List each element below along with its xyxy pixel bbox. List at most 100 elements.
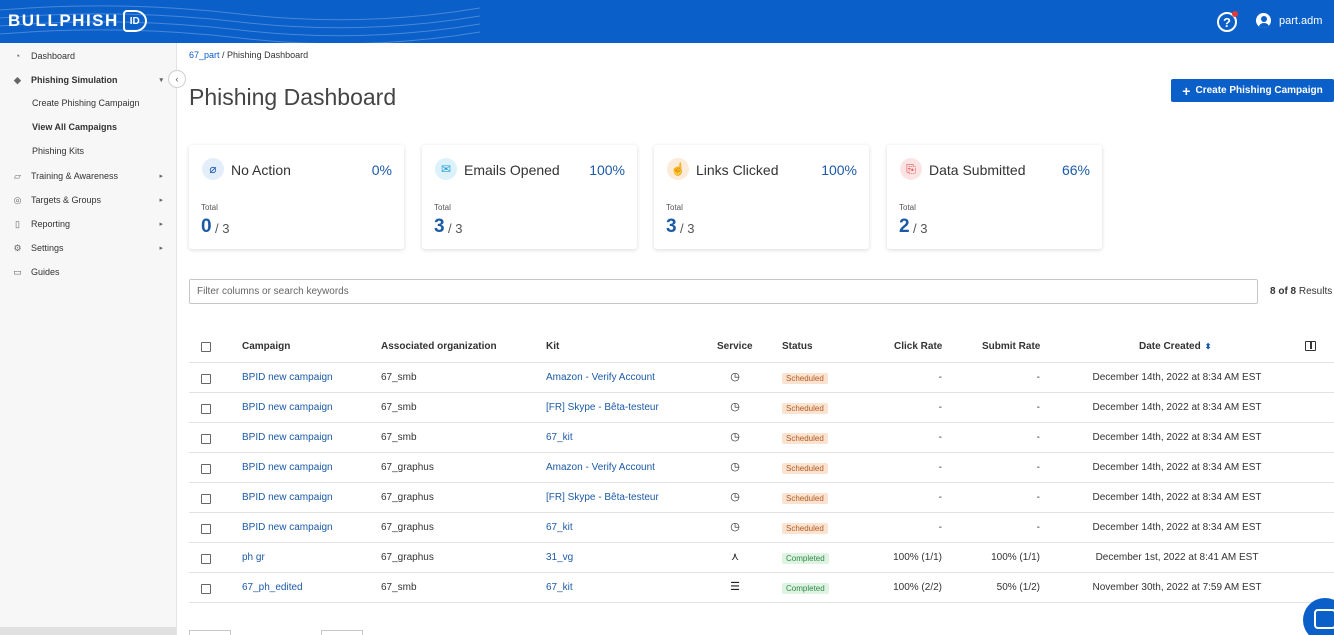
campaign-link[interactable]: BPID new campaign [242,462,333,473]
campaign-link[interactable]: BPID new campaign [242,522,333,533]
campaign-link[interactable]: BPID new campaign [242,432,333,443]
sidebar-item-guides[interactable]: ▭ Guides [0,260,177,284]
date-created-cell: December 14th, 2022 at 8:34 AM EST [1092,432,1262,443]
click-rate-cell: - [938,372,942,383]
stat-title: Links Clicked [696,162,779,178]
sidebar-item-targets[interactable]: ◎ Targets & Groups ▸ [0,188,177,212]
chevron-right-icon: ▸ [159,221,163,228]
stat-percent: 100% [821,162,857,178]
columns-toggle-icon[interactable] [1305,341,1316,351]
row-checkbox[interactable] [201,404,211,414]
status-badge: Scheduled [782,463,828,474]
sidebar-subitem-create-campaign[interactable]: Create Phishing Campaign [32,98,140,108]
campaign-link[interactable]: BPID new campaign [242,372,333,383]
submit-rate-cell: - [1036,492,1040,503]
kit-link[interactable]: 67_kit [546,582,573,593]
submit-rate-cell: - [1036,402,1040,413]
row-checkbox[interactable] [201,554,211,564]
sidebar-item-label: Settings [31,243,64,253]
campaign-link[interactable]: BPID new campaign [242,402,333,413]
organization-cell: 67_smb [381,402,417,413]
sidebar-item-phishing-simulation[interactable]: ◆ Phishing Simulation ▾ [0,68,177,92]
row-checkbox[interactable] [201,584,211,594]
column-header-service[interactable]: Service [717,341,753,352]
sidebar: ◔ Dashboard ◆ Phishing Simulation ▾ Crea… [0,43,177,635]
stat-value: 2 [899,216,910,237]
sidebar-item-dashboard[interactable]: ◔ Dashboard [0,44,177,68]
click-rate-cell: 100% (1/1) [893,552,942,563]
sidebar-subitem-phishing-kits[interactable]: Phishing Kits [32,146,85,156]
stat-title: Data Submitted [929,162,1026,178]
campaign-link[interactable]: 67_ph_edited [242,582,303,593]
column-header-status[interactable]: Status [782,341,813,352]
stat-total: / 3 [913,221,928,236]
user-menu[interactable]: part.adm [1256,13,1322,28]
clock-icon: ◷ [730,371,740,383]
brand-logo[interactable]: BULLPHISH ID [8,10,147,32]
sidebar-collapse-button[interactable]: ‹ [168,70,186,88]
submit-rate-cell: 50% (1/2) [996,582,1040,593]
row-checkbox[interactable] [201,464,211,474]
sidebar-item-reporting[interactable]: ▯ Reporting ▸ [0,212,177,236]
row-checkbox[interactable] [201,434,211,444]
status-badge: Scheduled [782,523,828,534]
kit-link[interactable]: Amazon - Verify Account [546,372,655,383]
stat-percent: 100% [589,162,625,178]
column-header-organization[interactable]: Associated organization [381,341,497,352]
stat-card-no-action: ⌀ No Action 0% Total 0 / 3 [189,145,404,249]
select-all-checkbox[interactable] [201,342,211,352]
sidebar-item-settings[interactable]: ⚙ Settings ▸ [0,236,177,260]
submit-rate-cell: - [1036,372,1040,383]
chevron-right-icon: ▸ [159,173,163,180]
book-icon: ▭ [13,266,22,277]
submit-rate-cell: - [1036,462,1040,473]
rows-per-page-select[interactable] [189,630,231,635]
organization-cell: 67_smb [381,432,417,443]
submit-rate-cell: - [1036,432,1040,443]
stat-value: 3 [666,216,677,237]
stat-title: No Action [231,162,291,178]
stat-total: / 3 [448,221,463,236]
kit-link[interactable]: 67_kit [546,522,573,533]
breadcrumb: 67_part / Phishing Dashboard [189,50,308,60]
chevron-right-icon: ▸ [159,197,163,204]
report-icon: ▯ [15,218,20,229]
column-header-campaign[interactable]: Campaign [242,341,291,352]
stat-value: 0 [201,216,212,237]
kit-link[interactable]: Amazon - Verify Account [546,462,655,473]
organization-cell: 67_graphus [381,522,434,533]
server-icon: ☰ [730,581,740,593]
row-checkbox[interactable] [201,374,211,384]
sidebar-subitem-view-campaigns[interactable]: View All Campaigns [32,122,118,132]
breadcrumb-parent-link[interactable]: 67_part [189,50,220,60]
kit-link[interactable]: 31_vg [546,552,574,563]
table-header: Campaign Associated organization Kit Ser… [189,333,1334,363]
create-phishing-campaign-button[interactable]: + Create Phishing Campaign [1171,79,1334,102]
campaign-link[interactable]: BPID new campaign [242,492,333,503]
top-bar: BULLPHISH ID ? part.adm [0,0,1334,43]
kit-link[interactable]: [FR] Skype - Bêta-testeur [546,402,659,413]
row-checkbox[interactable] [201,494,211,504]
sidebar-item-training[interactable]: ▱ Training & Awareness ▸ [0,164,177,188]
target-icon: ◎ [13,194,22,205]
chat-support-icon[interactable] [1303,598,1334,635]
stat-total-label: Total [666,203,683,212]
click-rate-cell: 100% (2/2) [893,582,942,593]
column-header-submit-rate[interactable]: Submit Rate [982,341,1041,352]
question-circle-icon[interactable]: ? [1217,12,1237,32]
column-header-kit[interactable]: Kit [546,341,560,352]
status-badge: Scheduled [782,493,828,504]
page-number-input[interactable] [321,630,363,635]
results-count: 8 of 8 Results [1270,286,1332,297]
sort-icon[interactable]: ⬍ [1204,342,1212,351]
sidebar-scrollbar[interactable] [0,627,176,635]
column-header-click-rate[interactable]: Click Rate [894,341,943,352]
column-header-date-created[interactable]: Date Created ⬍ [1139,341,1211,352]
campaign-link[interactable]: ph gr [242,552,265,563]
filter-input[interactable]: Filter columns or search keywords [189,279,1258,304]
kit-link[interactable]: 67_kit [546,432,573,443]
kit-link[interactable]: [FR] Skype - Bêta-testeur [546,492,659,503]
stat-total-label: Total [201,203,218,212]
row-checkbox[interactable] [201,524,211,534]
page-title: Phishing Dashboard [189,84,397,110]
